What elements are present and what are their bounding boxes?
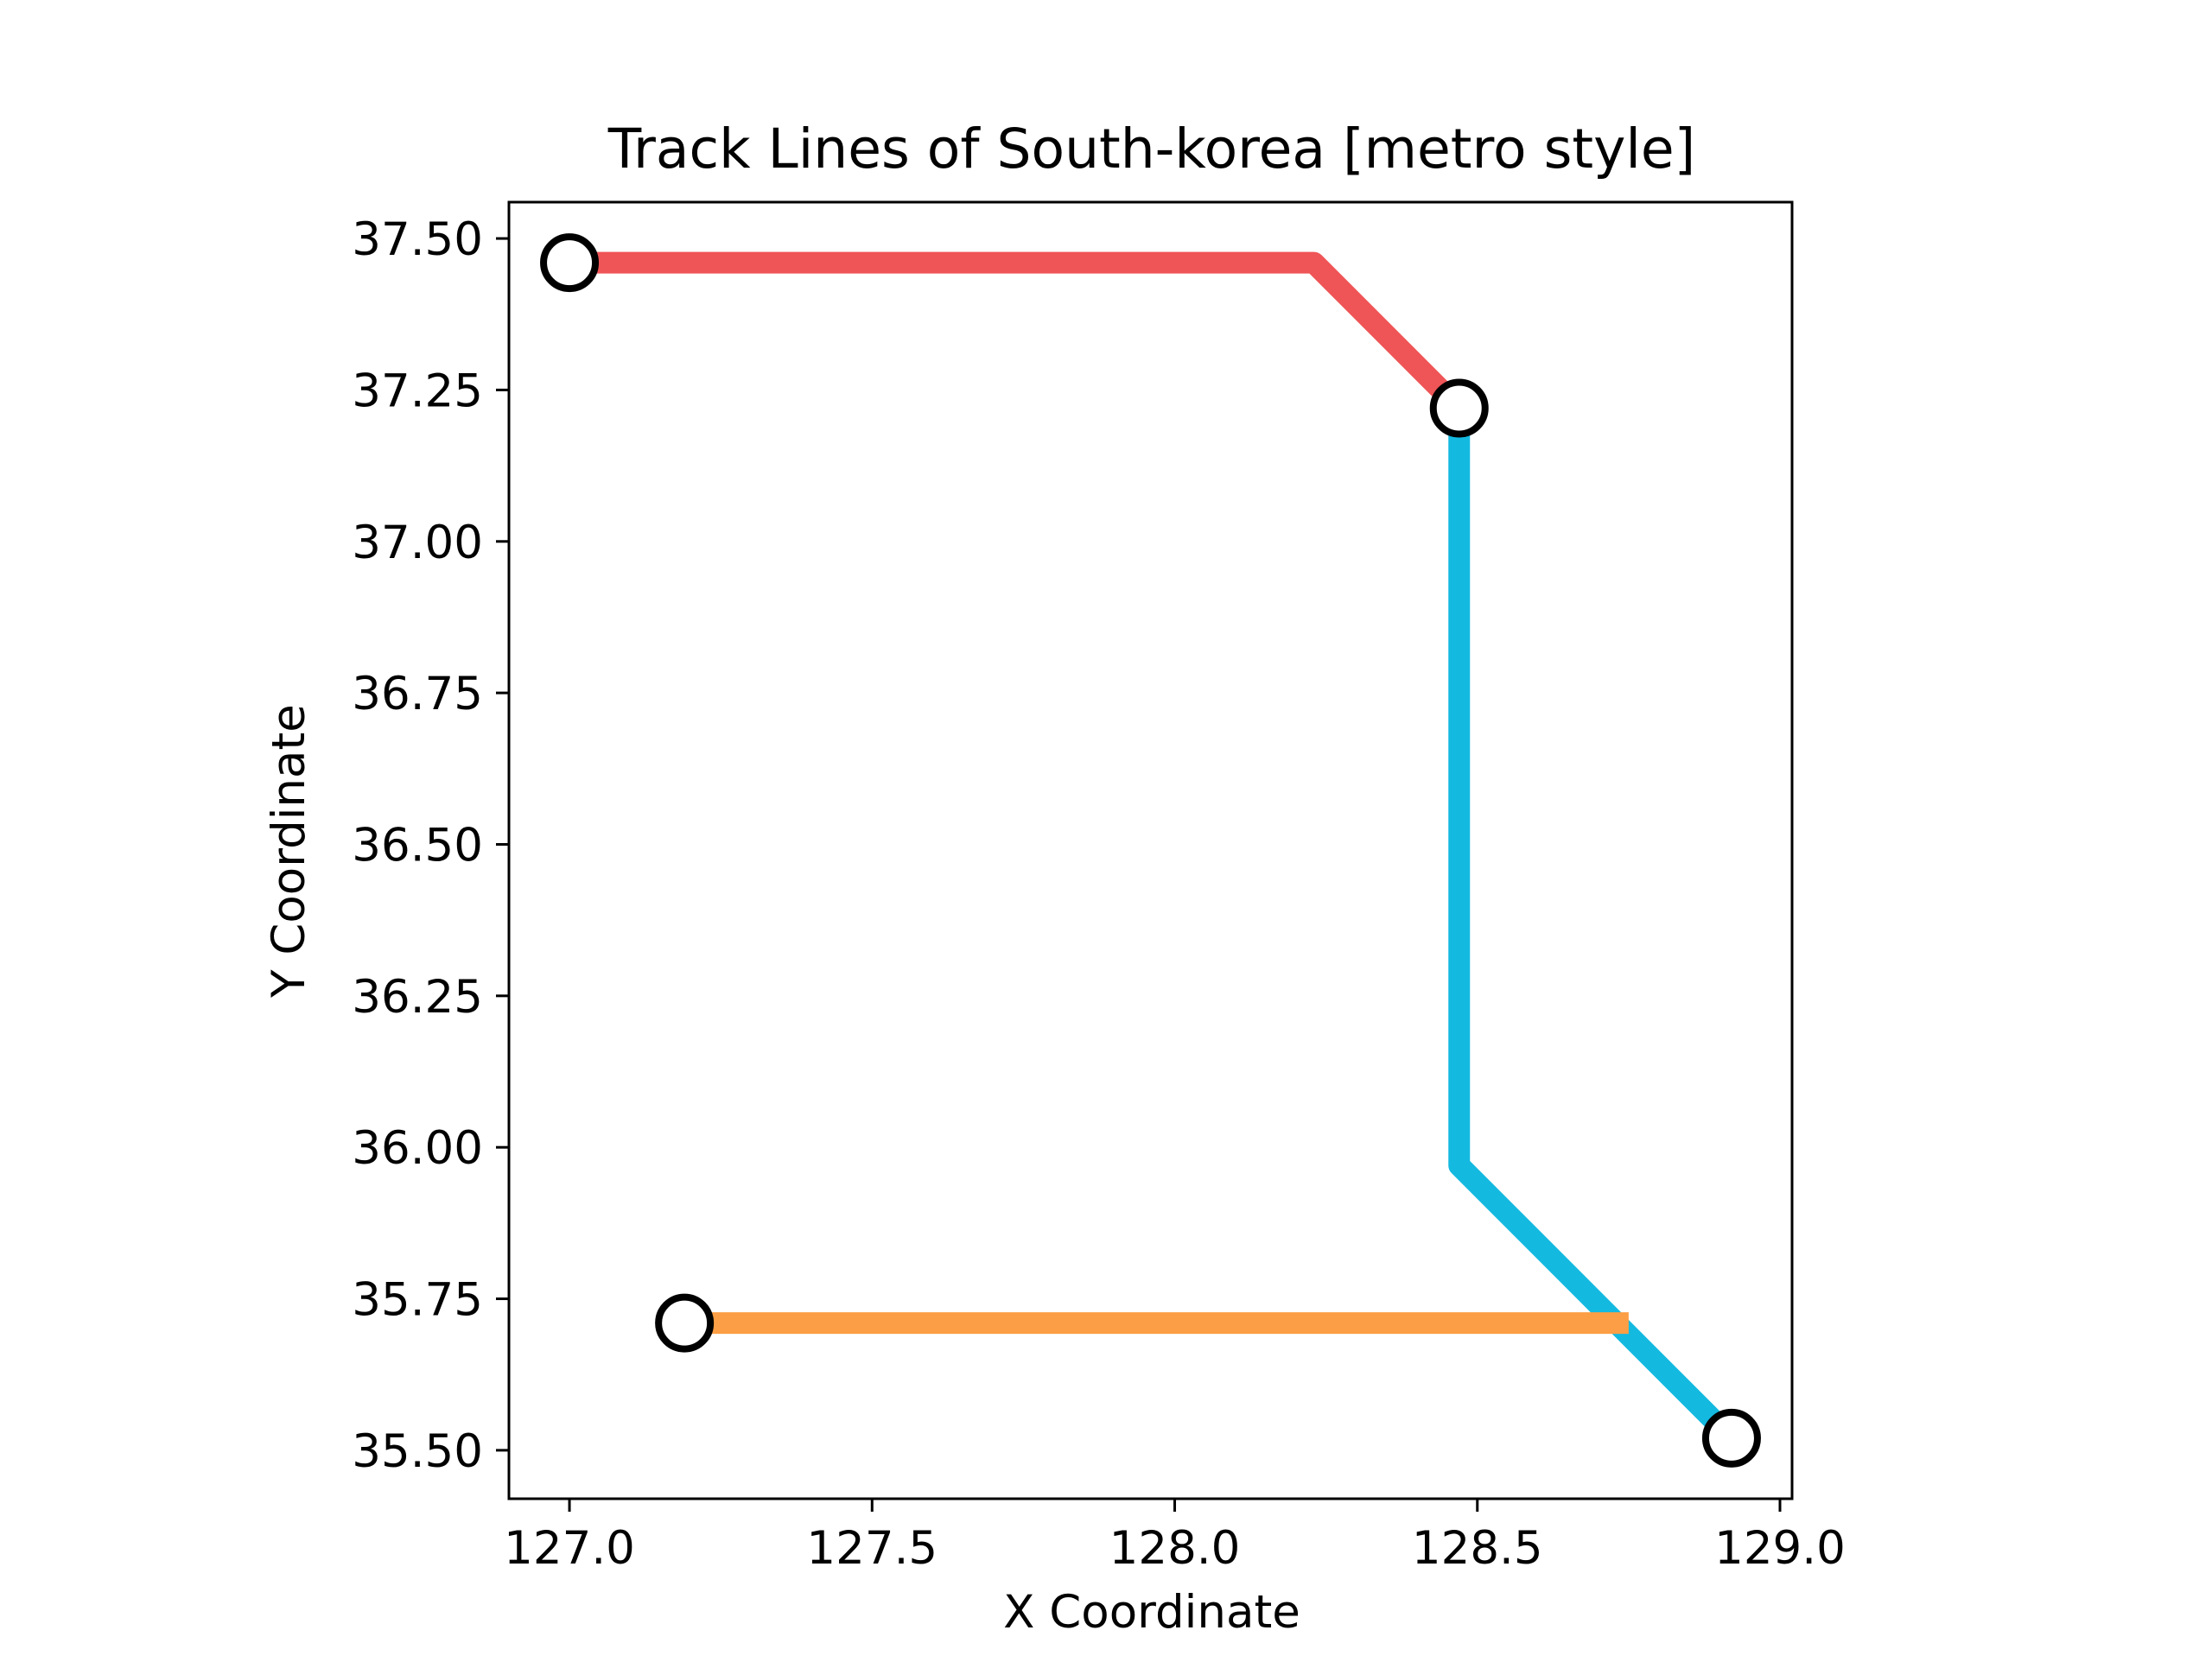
x-tick-label-3: 128.0 <box>1109 1522 1241 1575</box>
station-marker-1 <box>540 233 600 293</box>
track-line-2 <box>1448 408 1739 1446</box>
x-tick-label-1: 127.0 <box>504 1522 635 1575</box>
chart-title: Track Lines of South-korea [metro style] <box>607 117 1695 181</box>
x-axis-label: X Coordinate <box>1003 1586 1300 1639</box>
station-marker-3 <box>655 1293 715 1353</box>
x-tick-label-4: 128.5 <box>1412 1522 1543 1575</box>
plot-frame <box>507 200 1794 1500</box>
y-tick-label-3: 36.00 <box>352 1122 483 1175</box>
y-tick-label-8: 37.25 <box>352 365 483 417</box>
axis-ticks: 127.0 127.5 128.0 128.5 129.0 35.50 35.75 36.00… <box>352 213 1846 1575</box>
y-axis-label: Y Coordinate <box>263 704 315 999</box>
station-marker-4 <box>1701 1408 1761 1468</box>
y-tick-label-5: 36.50 <box>352 819 483 872</box>
y-tick-label-4: 36.25 <box>352 971 483 1024</box>
y-tick-label-2: 35.75 <box>352 1274 483 1327</box>
y-tick-label-6: 36.75 <box>352 668 483 720</box>
y-tick-label-7: 37.00 <box>352 517 483 569</box>
station-marker-2 <box>1429 378 1489 438</box>
y-tick-label-1: 35.50 <box>352 1425 483 1478</box>
x-tick-label-2: 127.5 <box>806 1522 938 1575</box>
x-tick-label-5: 129.0 <box>1714 1522 1846 1575</box>
track-line-1 <box>569 251 1467 416</box>
y-tick-label-9: 37.50 <box>352 213 483 266</box>
plot-area <box>540 233 1761 1468</box>
